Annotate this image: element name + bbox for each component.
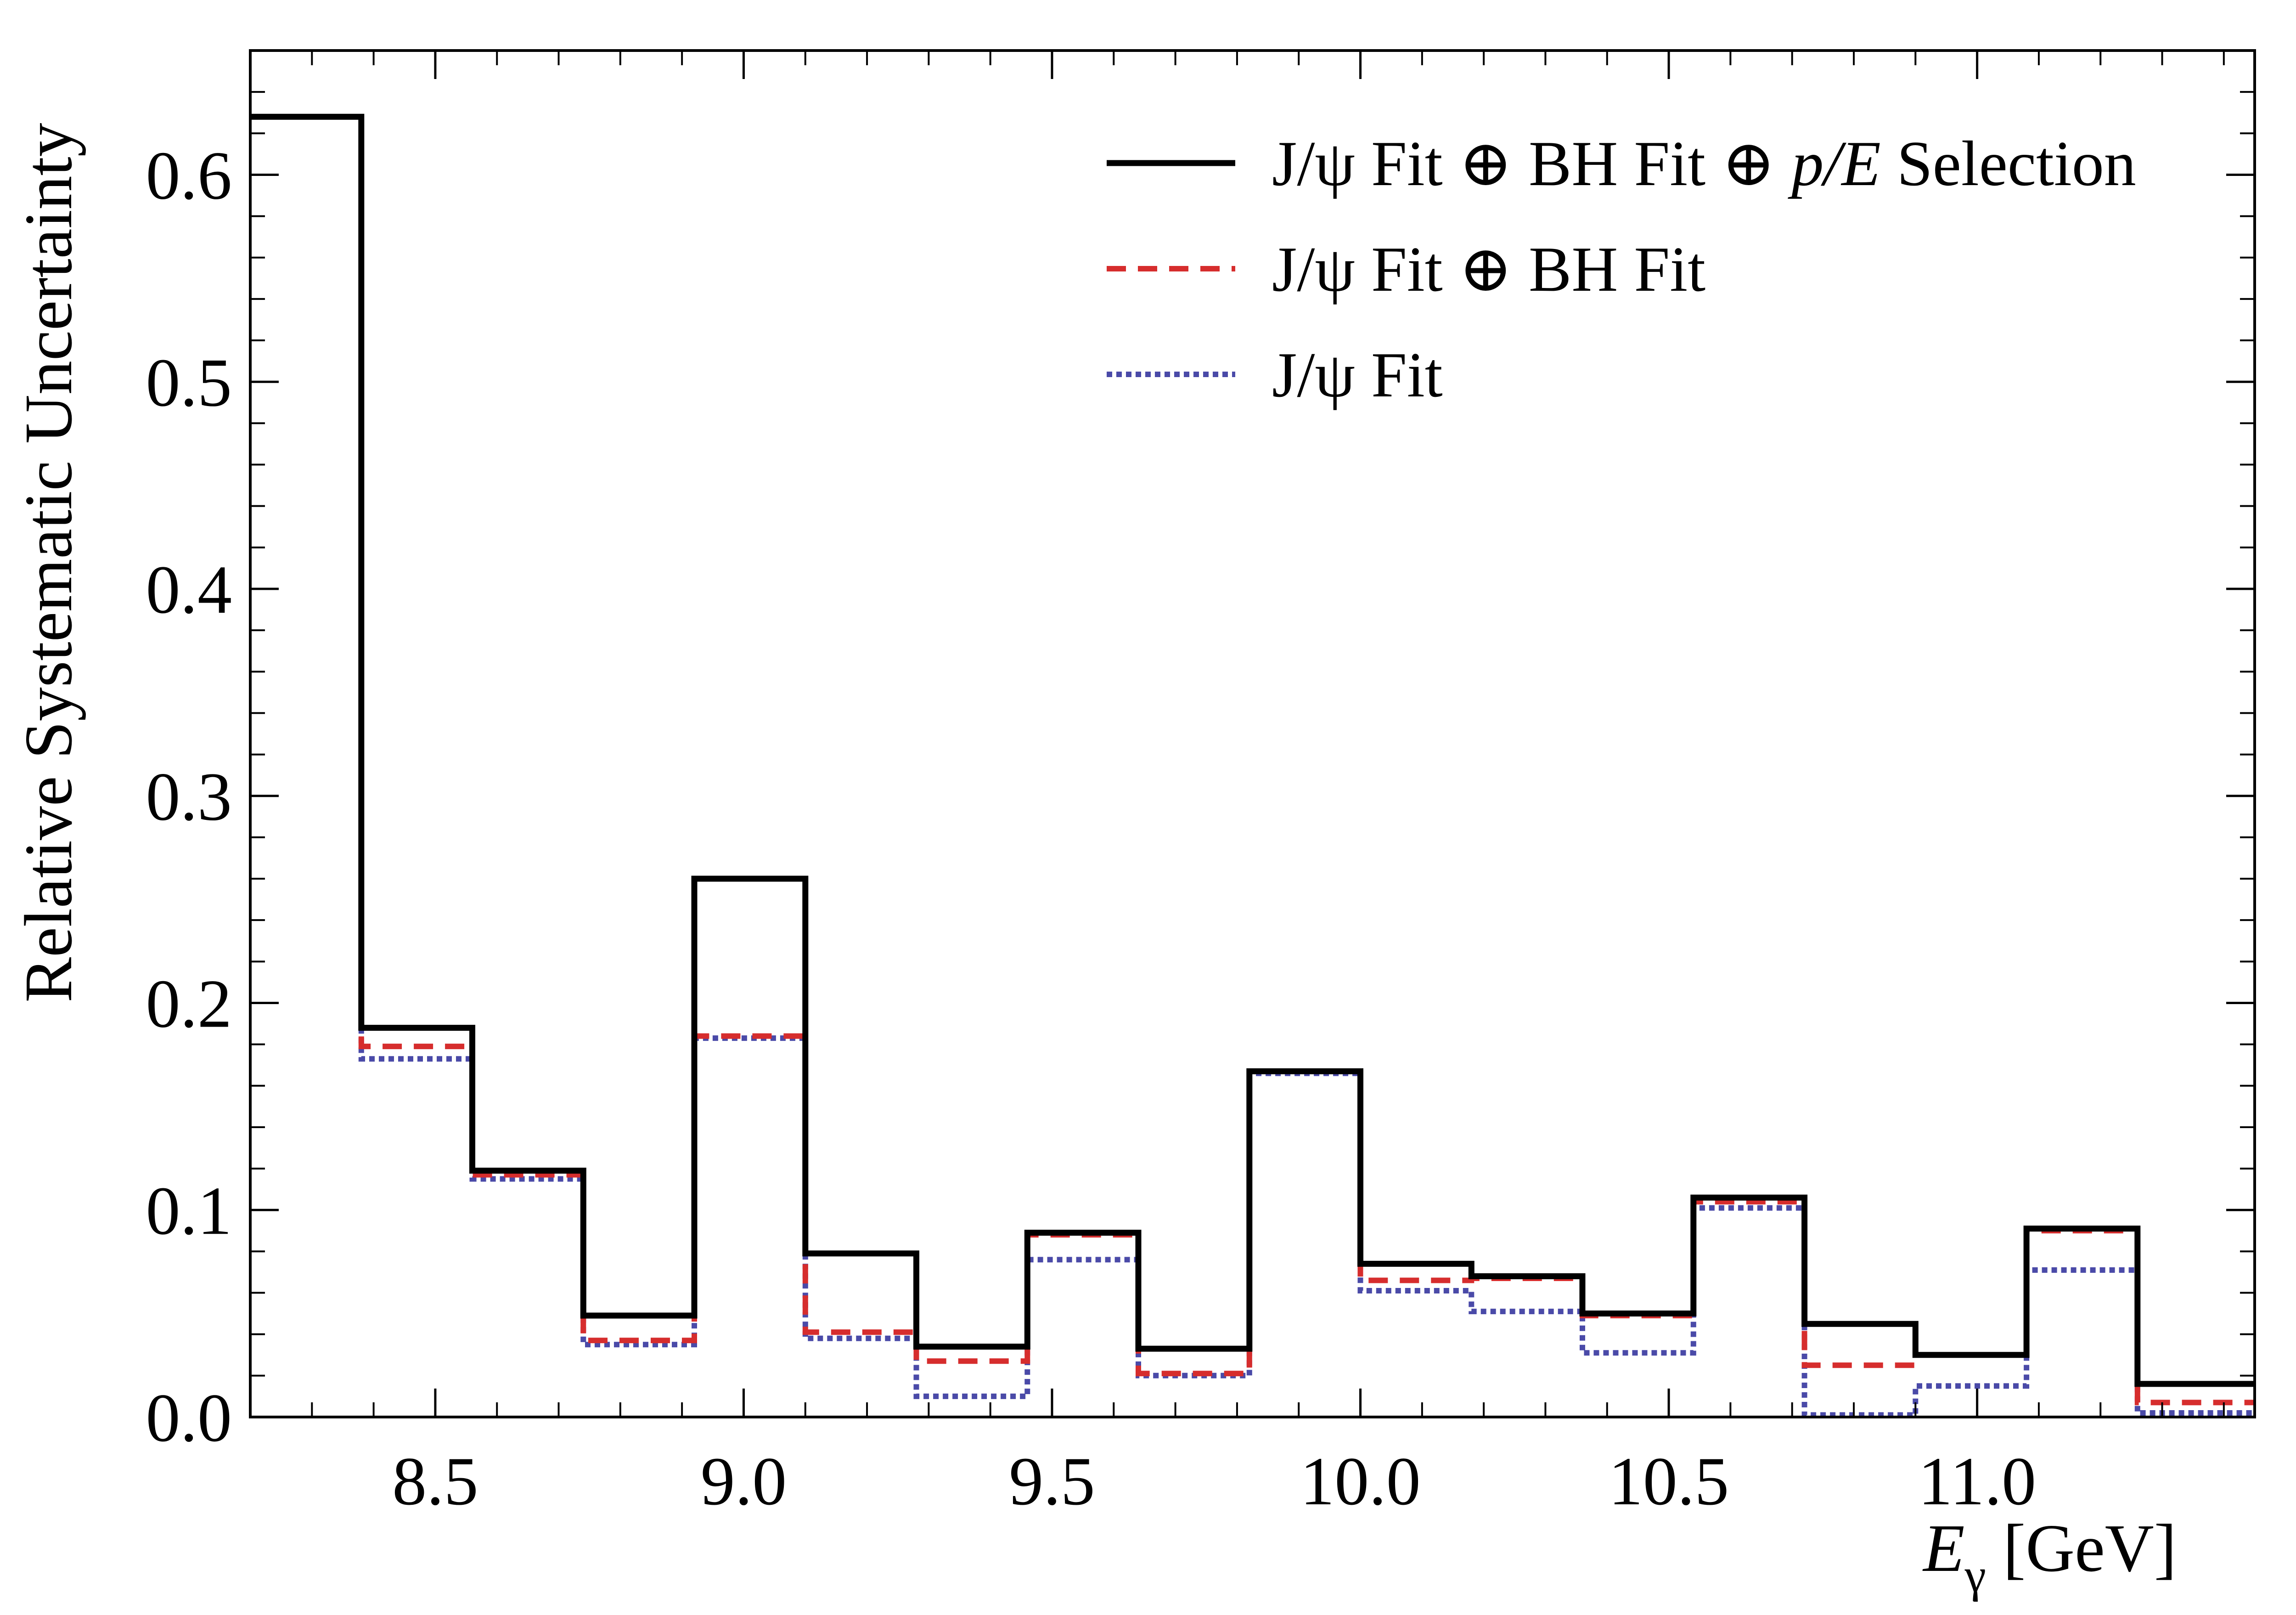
legend-label-part: p/E: [1787, 128, 1880, 199]
x-tick-label: 11.0: [1918, 1443, 2036, 1519]
legend-label-part: J/ψ Fit ⊕ BH Fit: [1272, 234, 1705, 305]
x-tick-labels: 8.5 9.0 9.5 10.0 10.5 11.0: [392, 1443, 2036, 1519]
x-tick-label: 10.0: [1300, 1443, 1421, 1519]
y-axis-label: Relative Systematic Uncertainty: [11, 123, 86, 1002]
x-axis-label: Eγ [GeV]: [1922, 1511, 2177, 1602]
axis-ticks: [249, 51, 2255, 1418]
x-tick-label: 9.5: [1009, 1443, 1095, 1519]
y-tick-label: 0.4: [146, 552, 232, 628]
legend-label-part: J/ψ Fit: [1272, 339, 1443, 411]
x-tick-label: 8.5: [392, 1443, 478, 1519]
y-tick-label: 0.2: [146, 966, 232, 1042]
y-tick-label: 0.3: [146, 759, 232, 835]
y-tick-label: 0.5: [146, 344, 232, 421]
legend-label-2: J/ψ Fit ⊕ BH Fit: [1272, 234, 1705, 305]
x-axis-label-subscript: γ: [1964, 1548, 1986, 1602]
legend-label-3: J/ψ Fit: [1272, 339, 1443, 411]
legend-label-part: Selection: [1881, 128, 2136, 199]
y-tick-label: 0.0: [146, 1380, 232, 1456]
x-tick-label: 9.0: [701, 1443, 787, 1519]
y-tick-labels: 0.0 0.1 0.2 0.3 0.4 0.5 0.6: [146, 137, 232, 1456]
y-tick-label: 0.1: [146, 1173, 232, 1249]
series-line-1: [250, 113, 2255, 1387]
x-axis-label-symbol: E: [1922, 1511, 1964, 1586]
legend-label-part: J/ψ Fit ⊕ BH Fit ⊕: [1272, 128, 1791, 199]
plot-frame: [249, 49, 2256, 1418]
y-tick-label: 0.6: [146, 137, 232, 214]
x-tick-label: 10.5: [1609, 1443, 1729, 1519]
legend-label-1: J/ψ Fit ⊕ BH Fit ⊕ p/E Selection: [1272, 128, 2136, 199]
x-axis-label-unit: [GeV]: [1986, 1511, 2177, 1586]
